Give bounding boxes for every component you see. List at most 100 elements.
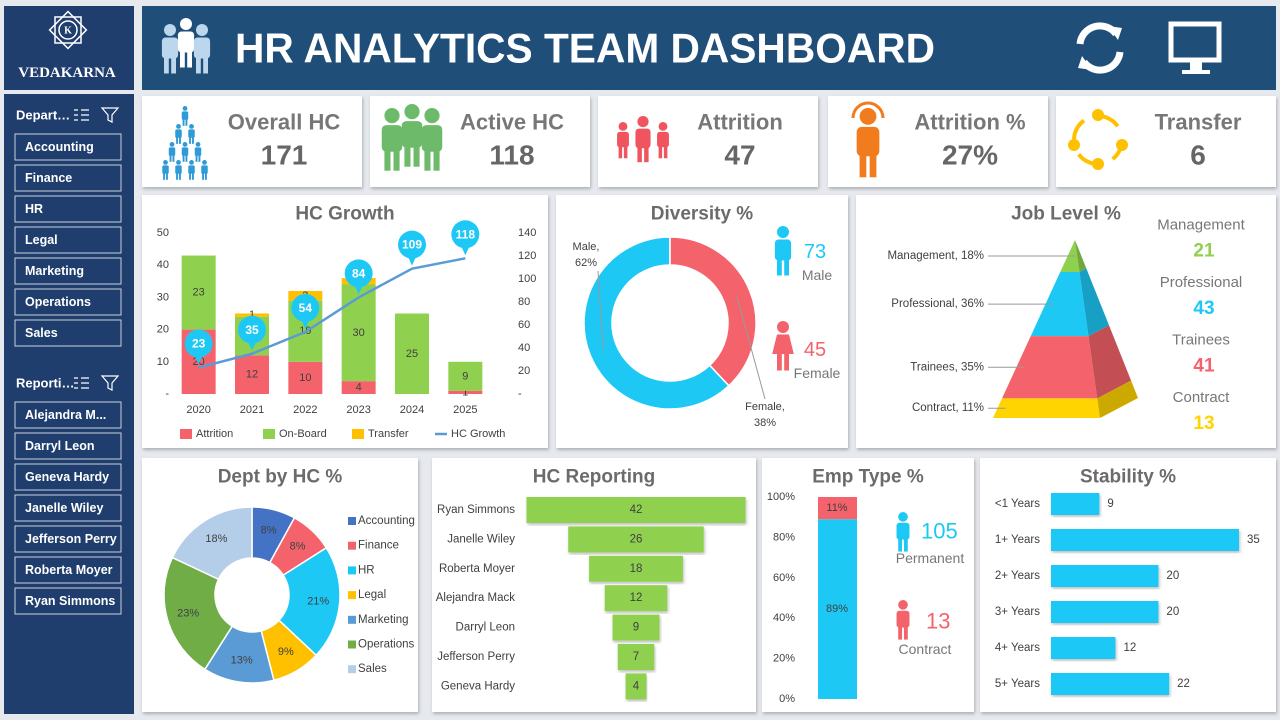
legend-label: On-Board — [279, 428, 327, 440]
icon — [393, 147, 400, 171]
slicer-item[interactable] — [14, 288, 122, 316]
slicer-item[interactable] — [14, 494, 122, 522]
icon — [869, 152, 877, 178]
y-tick-label: 100% — [767, 491, 795, 503]
data-label: 13% — [231, 655, 253, 667]
icon — [162, 165, 169, 174]
icon — [898, 537, 903, 552]
kpi-label: Overall HC — [228, 110, 341, 135]
data-label: Male, 62% — [573, 241, 600, 269]
icon — [180, 18, 192, 30]
slicer-item-label[interactable]: Legal — [25, 233, 58, 247]
legend-swatch — [348, 541, 356, 550]
slicer-item-label[interactable]: Sales — [25, 326, 58, 340]
slicer-item-label[interactable]: Marketing — [25, 264, 84, 278]
icon — [784, 257, 789, 276]
icon — [176, 160, 181, 165]
slicer-item-label[interactable]: Alejandra M... — [25, 408, 106, 422]
slicer-item-label[interactable]: Darryl Leon — [25, 439, 94, 453]
data-label: 118 — [456, 227, 476, 241]
slicer-item-label[interactable]: Jefferson Perry — [25, 532, 117, 546]
y-tick-label: 30 — [157, 291, 169, 303]
icon — [657, 131, 669, 148]
bar-segment — [818, 497, 857, 520]
clear-filter-icon[interactable] — [100, 107, 120, 123]
line-series — [198, 257, 466, 369]
icon — [178, 136, 181, 144]
slicer-item-label[interactable]: Ryan Simmons — [25, 594, 115, 608]
kpi-value: 171 — [261, 140, 308, 171]
icon — [185, 118, 188, 126]
icon — [203, 55, 208, 74]
icon — [163, 160, 168, 165]
icon — [181, 147, 189, 156]
clear-filter-icon[interactable] — [100, 375, 120, 391]
icon — [178, 172, 181, 180]
y-tick-label: 10 — [157, 356, 169, 368]
slicer-item-label[interactable]: HR — [25, 202, 43, 216]
data-label: 42 — [630, 504, 643, 516]
icon — [168, 147, 176, 156]
y-tick-label: 20% — [773, 653, 795, 665]
icon — [169, 142, 175, 147]
y-tick-label: 20 — [157, 324, 169, 336]
logo-mark — [54, 16, 82, 44]
funnel-bar — [625, 673, 647, 700]
slicer-item-label[interactable]: Janelle Wiley — [25, 501, 103, 515]
data-label: 22 — [1177, 678, 1190, 690]
slicer-item-label[interactable]: Geneva Hardy — [25, 470, 109, 484]
data-label: 20 — [1166, 570, 1179, 582]
icon — [772, 334, 794, 354]
icon — [384, 147, 391, 171]
slicer-item-label[interactable]: Roberta Moyer — [25, 563, 113, 577]
chart-title: Dept by HC % — [218, 467, 343, 488]
kpi-label: Active HC — [460, 110, 564, 135]
data-label: 9% — [278, 646, 294, 658]
slicer-item-label[interactable]: Accounting — [25, 140, 94, 154]
data-callout — [344, 259, 373, 288]
data-label: 23 — [192, 337, 206, 351]
slicer-item[interactable] — [14, 195, 122, 223]
slicer-title: Reporti… — [16, 376, 75, 391]
icon — [198, 154, 201, 162]
pyramid-shade — [1088, 325, 1132, 399]
slicer-item[interactable] — [14, 432, 122, 460]
slicer-item[interactable] — [14, 556, 122, 584]
category-label: Ryan Simmons — [437, 504, 515, 516]
slicer-item[interactable] — [14, 164, 122, 192]
icon — [424, 108, 440, 124]
monitor-icon[interactable] — [1168, 21, 1222, 63]
slicer-item[interactable] — [14, 525, 122, 553]
icon — [201, 165, 208, 174]
multi-select-icon[interactable] — [74, 377, 89, 389]
y2-tick-label: 140 — [518, 227, 536, 239]
slicer-item[interactable] — [14, 463, 122, 491]
y2-tick-label: 100 — [518, 273, 536, 285]
data-label: 23% — [177, 608, 199, 620]
slicer-item[interactable] — [14, 257, 122, 285]
monitor-icon[interactable] — [1182, 62, 1210, 74]
icon — [623, 145, 628, 159]
data-label: 7 — [633, 651, 639, 663]
category-label: Darryl Leon — [456, 622, 515, 634]
slicer-item[interactable] — [14, 401, 122, 429]
icon — [189, 124, 194, 129]
slicer-item[interactable] — [14, 226, 122, 254]
legend-label: Sales — [358, 663, 387, 675]
slicer-item[interactable] — [14, 319, 122, 347]
slicer-item-label[interactable]: Finance — [25, 171, 72, 185]
slicer-item[interactable] — [14, 587, 122, 615]
refresh-icon[interactable] — [1078, 26, 1122, 70]
multi-select-icon[interactable] — [74, 109, 89, 121]
icon — [188, 165, 195, 174]
data-label: Professional, 36% — [891, 298, 984, 310]
chart-title: HC Growth — [295, 204, 394, 225]
icon — [898, 512, 908, 522]
slicer-item-label[interactable]: Operations — [25, 295, 91, 309]
category-label: Roberta Moyer — [439, 563, 515, 575]
y-tick-label: 40 — [157, 259, 169, 271]
data-label: 89% — [826, 603, 848, 615]
slicer-item[interactable] — [14, 133, 122, 161]
icon — [176, 124, 181, 129]
